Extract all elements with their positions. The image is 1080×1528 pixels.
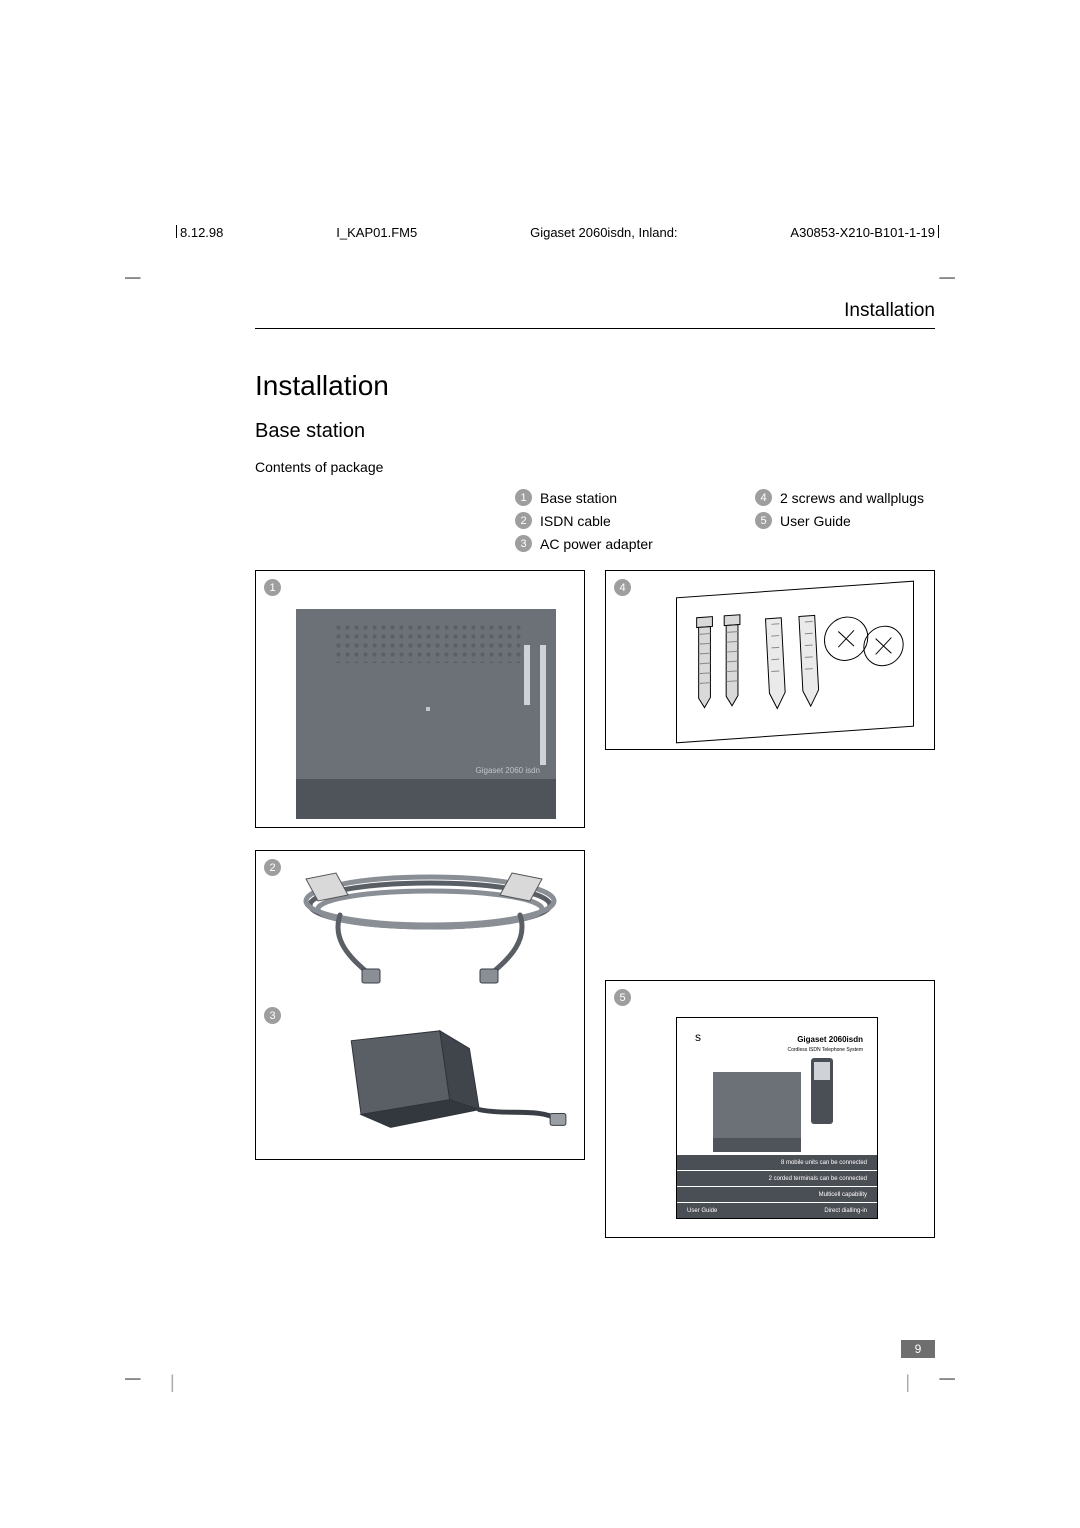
user-guide-illustration: s Gigaset 2060isdn Cordless ISDN Telepho…: [676, 1017, 878, 1219]
page-number: 9: [901, 1340, 935, 1358]
base-station-illustration: Gigaset 2060 isdn: [296, 609, 556, 819]
legend-label: AC power adapter: [540, 536, 653, 552]
guide-footer-band: User Guide Direct dialling-in: [677, 1202, 877, 1218]
meta-product: Gigaset 2060isdn, Inland:: [530, 225, 677, 240]
running-head: Installation: [255, 300, 935, 329]
panel-number-icon: 5: [614, 989, 631, 1006]
number-badge-icon: 1: [515, 489, 532, 506]
heading-1: Installation: [255, 370, 935, 402]
guide-title: Gigaset 2060isdn Cordless ISDN Telephone…: [788, 1036, 864, 1054]
ac-adapter-illustration: [286, 1021, 574, 1149]
crop-mark-icon: –: [939, 1361, 955, 1393]
legend-label: 2 screws and wallplugs: [780, 490, 924, 506]
guide-footer-right: Direct dialling-in: [824, 1208, 867, 1214]
antenna-icon: [524, 645, 530, 705]
meta-tick-icon: [176, 225, 177, 238]
legend-item: 5 User Guide: [755, 512, 924, 529]
guide-subtitle: Cordless ISDN Telephone System: [788, 1047, 864, 1053]
trim-tick-icon: |: [905, 1372, 910, 1393]
guide-handset-icon: [811, 1058, 833, 1124]
content-area: Installation Base station Contents of pa…: [255, 370, 935, 1238]
meta-tick-icon: [938, 225, 939, 238]
led-dot-icon: [426, 707, 430, 711]
guide-footer-left: User Guide: [687, 1208, 717, 1214]
number-badge-icon: 2: [515, 512, 532, 529]
hardware-illustration: [676, 581, 914, 744]
panel-number-icon: 3: [264, 1007, 281, 1024]
legend-label: User Guide: [780, 513, 851, 529]
crop-mark-icon: –: [125, 260, 141, 292]
isdn-cable-illustration: [286, 865, 574, 985]
guide-title-text: Gigaset 2060isdn: [797, 1035, 863, 1044]
panel-grid: 1 Gigaset 2060 isdn 4: [255, 570, 935, 1238]
crop-mark-icon: –: [125, 1361, 141, 1393]
guide-device-icon: [713, 1072, 801, 1152]
guide-feature-band: 8 mobile units can be connected: [677, 1154, 877, 1170]
document-page: – – – – | | 8.12.98 I_KAP01.FM5 Gigaset …: [0, 0, 1080, 1528]
panel-base-station: 1 Gigaset 2060 isdn: [255, 570, 585, 828]
heading-2: Base station: [255, 420, 935, 443]
trim-tick-icon: |: [170, 1372, 175, 1393]
guide-feature-band: Multicell capability: [677, 1186, 877, 1202]
panel-screws-wallplugs: 4: [605, 570, 935, 750]
legend: 1 Base station 2 ISDN cable 3 AC power a…: [515, 489, 935, 552]
crop-mark-icon: –: [939, 260, 955, 292]
panel-number-icon: 4: [614, 579, 631, 596]
guide-feature-band: 2 corded terminals can be connected: [677, 1170, 877, 1186]
number-badge-icon: 5: [755, 512, 772, 529]
panel-cable-and-adapter: 2: [255, 850, 585, 1160]
adapter-svg: [286, 1021, 574, 1149]
header-meta-row: 8.12.98 I_KAP01.FM5 Gigaset 2060isdn, In…: [180, 225, 935, 240]
meta-file: I_KAP01.FM5: [336, 225, 417, 240]
cable-svg: [286, 865, 574, 985]
legend-col-2: 4 2 screws and wallplugs 5 User Guide: [755, 489, 924, 552]
legend-item: 4 2 screws and wallplugs: [755, 489, 924, 506]
panel-user-guide: 5 s Gigaset 2060isdn Cordless ISDN Telep…: [605, 980, 935, 1238]
panel-number-icon: 1: [264, 579, 281, 596]
panel-number-icon: 2: [264, 859, 281, 876]
device-label: Gigaset 2060 isdn: [476, 766, 541, 775]
legend-label: ISDN cable: [540, 513, 611, 529]
legend-item: 3 AC power adapter: [515, 535, 755, 552]
screws-svg: [677, 582, 913, 743]
meta-date: 8.12.98: [180, 225, 223, 240]
legend-item: 1 Base station: [515, 489, 755, 506]
number-badge-icon: 3: [515, 535, 532, 552]
slot-icon: [340, 799, 380, 807]
legend-item: 2 ISDN cable: [515, 512, 755, 529]
legend-col-1: 1 Base station 2 ISDN cable 3 AC power a…: [515, 489, 755, 552]
meta-partno: A30853-X210-B101-1-19: [790, 225, 935, 240]
heading-3: Contents of package: [255, 459, 935, 475]
number-badge-icon: 4: [755, 489, 772, 506]
antenna-icon: [540, 645, 546, 765]
legend-label: Base station: [540, 490, 617, 506]
speaker-dots-icon: [334, 623, 524, 663]
guide-logo: s: [695, 1030, 701, 1044]
